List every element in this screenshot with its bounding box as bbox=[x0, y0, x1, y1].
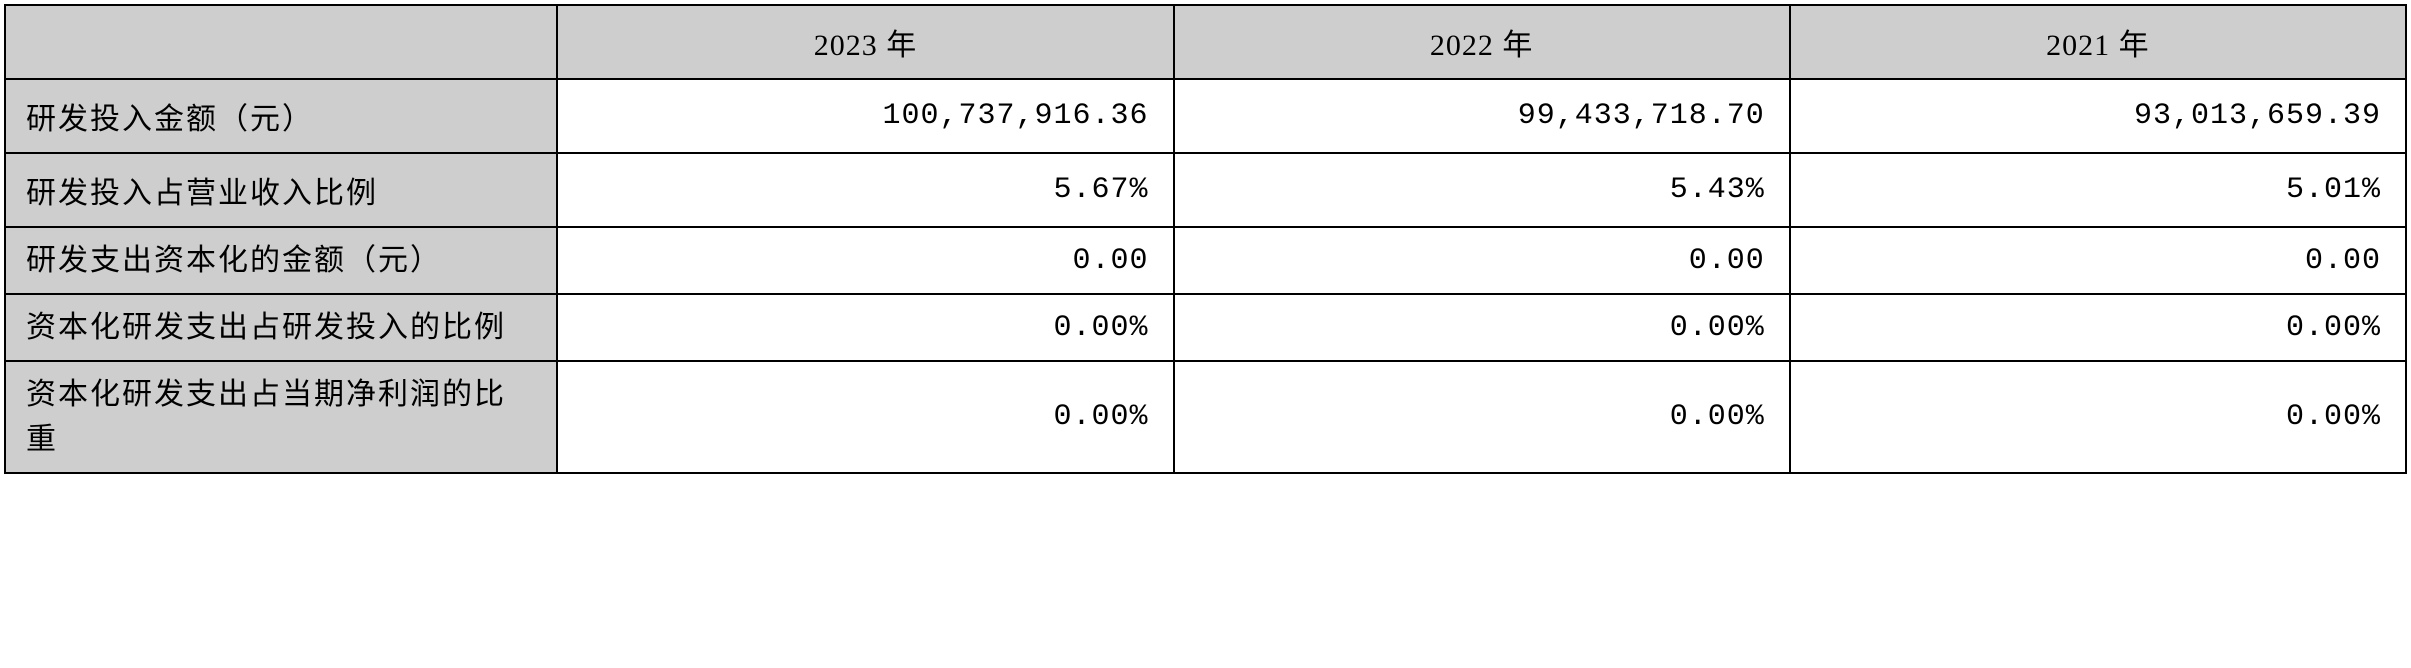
cell-value: 0.00% bbox=[1174, 294, 1790, 361]
rd-investment-table: 2023 年 2022 年 2021 年 研发投入金额（元） 100,737,9… bbox=[4, 4, 2407, 474]
header-year-2021: 2021 年 bbox=[1790, 5, 2406, 79]
table-header-row: 2023 年 2022 年 2021 年 bbox=[5, 5, 2406, 79]
cell-value: 5.01% bbox=[1790, 153, 2406, 227]
cell-value: 5.43% bbox=[1174, 153, 1790, 227]
cell-value: 0.00% bbox=[1790, 294, 2406, 361]
table-row: 资本化研发支出占当期净利润的比重 0.00% 0.00% 0.00% bbox=[5, 361, 2406, 473]
cell-value: 0.00 bbox=[1790, 227, 2406, 294]
cell-value: 0.00 bbox=[1174, 227, 1790, 294]
row-label: 研发投入金额（元） bbox=[5, 79, 557, 153]
header-blank bbox=[5, 5, 557, 79]
row-label: 资本化研发支出占研发投入的比例 bbox=[5, 294, 557, 361]
cell-value: 99,433,718.70 bbox=[1174, 79, 1790, 153]
cell-value: 0.00 bbox=[557, 227, 1173, 294]
cell-value: 0.00% bbox=[557, 361, 1173, 473]
row-label: 研发支出资本化的金额（元） bbox=[5, 227, 557, 294]
row-label: 研发投入占营业收入比例 bbox=[5, 153, 557, 227]
table-row: 研发投入占营业收入比例 5.67% 5.43% 5.01% bbox=[5, 153, 2406, 227]
cell-value: 0.00% bbox=[1174, 361, 1790, 473]
cell-value: 0.00% bbox=[1790, 361, 2406, 473]
cell-value: 5.67% bbox=[557, 153, 1173, 227]
header-year-2022: 2022 年 bbox=[1174, 5, 1790, 79]
cell-value: 100,737,916.36 bbox=[557, 79, 1173, 153]
row-label: 资本化研发支出占当期净利润的比重 bbox=[5, 361, 557, 473]
header-year-2023: 2023 年 bbox=[557, 5, 1173, 79]
cell-value: 93,013,659.39 bbox=[1790, 79, 2406, 153]
cell-value: 0.00% bbox=[557, 294, 1173, 361]
table-row: 研发投入金额（元） 100,737,916.36 99,433,718.70 9… bbox=[5, 79, 2406, 153]
table-row: 研发支出资本化的金额（元） 0.00 0.00 0.00 bbox=[5, 227, 2406, 294]
table-row: 资本化研发支出占研发投入的比例 0.00% 0.00% 0.00% bbox=[5, 294, 2406, 361]
